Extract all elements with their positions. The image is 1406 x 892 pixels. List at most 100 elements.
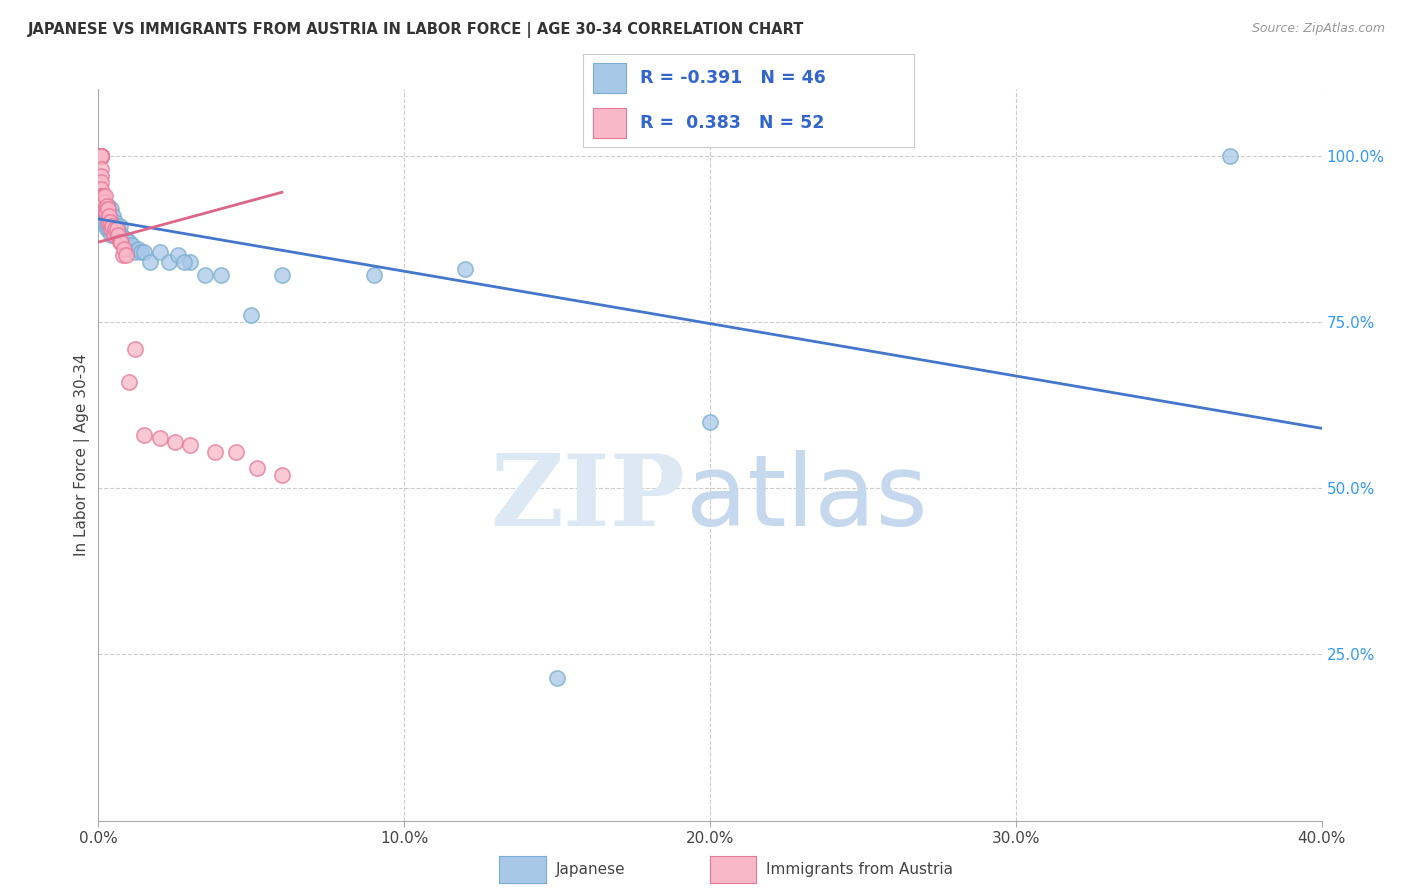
Text: Source: ZipAtlas.com: Source: ZipAtlas.com [1251, 22, 1385, 36]
Point [90, 161, 112, 176]
Point [127, 242, 149, 256]
Point [179, 438, 201, 452]
Point [129, 245, 152, 260]
Point [90, 149, 112, 163]
Point [204, 444, 226, 458]
Point [97, 205, 120, 219]
Point [112, 235, 135, 249]
Point [163, 434, 186, 449]
Point [89, 149, 111, 163]
Point [115, 232, 138, 246]
Point [105, 222, 128, 236]
Point [104, 215, 127, 229]
Point [93, 188, 115, 202]
Point [90, 149, 112, 163]
Point [179, 255, 201, 269]
Point [104, 222, 127, 236]
Point [139, 255, 162, 269]
Point [90, 149, 112, 163]
Point [117, 238, 139, 252]
Point [124, 245, 146, 260]
Point [93, 195, 115, 210]
Point [98, 215, 121, 229]
Point [94, 219, 117, 233]
Point [91, 198, 114, 212]
Point [101, 219, 124, 233]
Point [124, 342, 146, 356]
Point [240, 308, 263, 322]
Point [134, 428, 156, 442]
Point [270, 268, 292, 283]
Point [118, 235, 141, 249]
Point [110, 228, 132, 243]
Point [108, 235, 131, 249]
Point [194, 268, 217, 283]
Point [546, 671, 568, 685]
Point [101, 219, 124, 233]
Point [97, 198, 120, 212]
Point [91, 195, 114, 210]
Point [90, 182, 112, 196]
Point [134, 245, 156, 260]
Point [173, 255, 195, 269]
Text: R = -0.391   N = 46: R = -0.391 N = 46 [640, 69, 825, 87]
Point [90, 149, 112, 163]
Point [90, 169, 112, 183]
Point [103, 228, 125, 243]
Point [91, 188, 114, 202]
Point [91, 195, 114, 210]
Y-axis label: In Labor Force | Age 30-34: In Labor Force | Age 30-34 [75, 353, 90, 557]
Point [91, 202, 114, 216]
Point [98, 222, 121, 236]
Text: R =  0.383   N = 52: R = 0.383 N = 52 [640, 114, 824, 132]
Point [90, 149, 112, 163]
Point [225, 444, 247, 458]
Point [94, 215, 117, 229]
Point [89, 149, 111, 163]
Point [149, 245, 172, 260]
Point [90, 149, 112, 163]
Point [94, 202, 117, 216]
Point [149, 431, 172, 445]
Point [105, 219, 128, 233]
Point [157, 255, 180, 269]
Text: Immigrants from Austria: Immigrants from Austria [766, 863, 953, 877]
Point [209, 268, 232, 283]
Point [270, 467, 292, 482]
Point [111, 248, 134, 262]
Text: atlas: atlas [686, 450, 927, 548]
Point [699, 415, 721, 429]
Point [90, 149, 112, 163]
Point [100, 222, 122, 236]
Point [105, 228, 128, 243]
Point [115, 248, 138, 262]
Point [103, 219, 125, 233]
Point [167, 248, 190, 262]
Point [108, 219, 131, 233]
Point [100, 202, 122, 216]
Text: JAPANESE VS IMMIGRANTS FROM AUSTRIA IN LABOR FORCE | AGE 30-34 CORRELATION CHART: JAPANESE VS IMMIGRANTS FROM AUSTRIA IN L… [28, 22, 804, 38]
Point [107, 228, 129, 243]
Point [98, 209, 121, 223]
Text: ZIP: ZIP [491, 450, 686, 548]
Point [454, 261, 477, 276]
Point [246, 461, 269, 475]
Point [363, 268, 385, 283]
Point [110, 235, 132, 249]
Point [107, 228, 129, 243]
Point [103, 228, 125, 243]
Point [94, 205, 117, 219]
Point [118, 375, 141, 389]
Point [121, 238, 143, 252]
Bar [593, 63, 627, 93]
Point [112, 242, 135, 256]
Point [96, 222, 118, 236]
Point [98, 215, 121, 229]
Point [90, 149, 112, 163]
Point [100, 228, 122, 243]
Point [97, 215, 120, 229]
Point [111, 232, 134, 246]
Point [90, 175, 112, 189]
Point [97, 202, 120, 216]
Point [93, 209, 115, 223]
